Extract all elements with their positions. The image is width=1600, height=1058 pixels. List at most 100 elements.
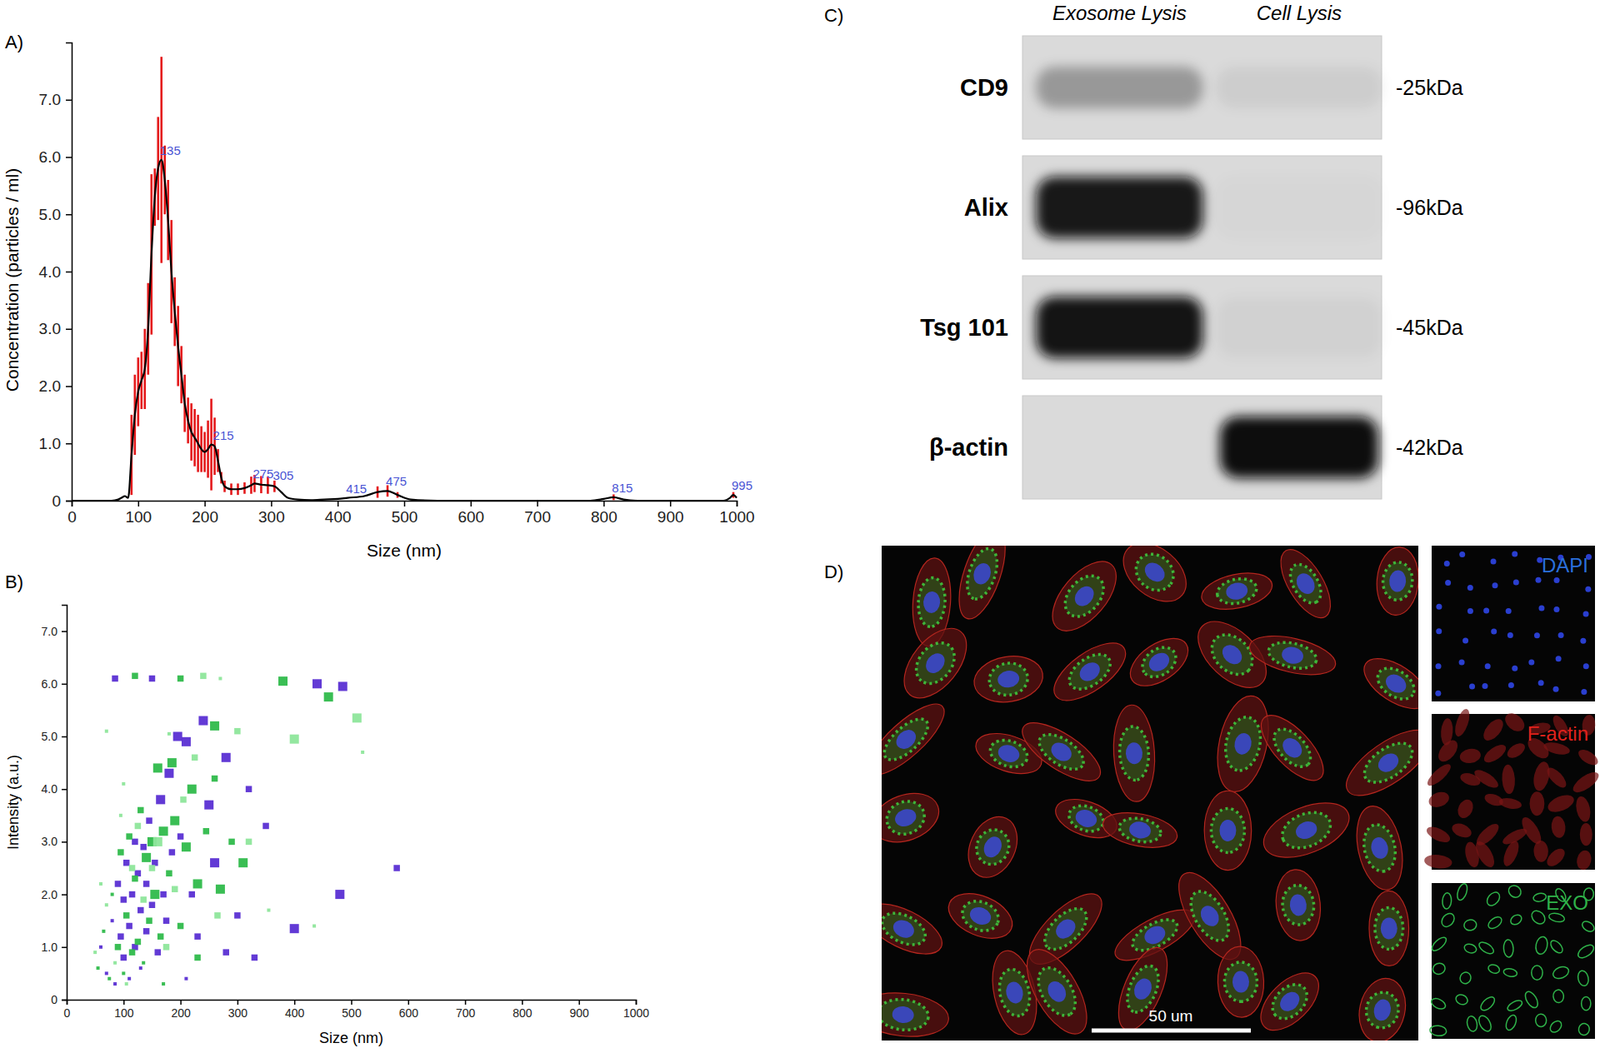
channel-background	[1431, 545, 1595, 702]
channel-spot	[1570, 769, 1600, 797]
x-axis-tick: 900	[657, 500, 685, 526]
x-axis-tick: 200	[170, 1000, 191, 1020]
cell-nucleus	[1219, 820, 1236, 842]
cell-exosome	[1183, 885, 1237, 947]
tick-label: 2.0	[41, 888, 59, 902]
y-axis-tick: 2.0	[41, 888, 67, 902]
peak-label: 135	[160, 143, 181, 158]
scatter-point	[153, 763, 163, 773]
cell-body	[950, 545, 1015, 625]
panel-a: A)0100200300400500600700800900100001.02.…	[2, 31, 755, 560]
tick-label: 700	[524, 508, 551, 526]
tick-label: 300	[228, 1006, 249, 1020]
channel-spot	[1528, 659, 1535, 665]
cell	[1209, 691, 1277, 798]
cell-nucleus	[980, 834, 1005, 861]
x-axis-tick: 100	[114, 1000, 135, 1020]
tick-label: 6.0	[41, 677, 59, 691]
channel-spot	[1551, 965, 1571, 981]
cell-exosome	[1280, 884, 1316, 927]
scatter-point	[266, 909, 270, 913]
scatter-point	[181, 842, 191, 852]
tick-label: 700	[455, 1006, 476, 1020]
tick-mark	[138, 500, 140, 507]
scatter-point	[214, 912, 221, 920]
tick-label: 5.0	[41, 730, 59, 744]
channel-spot	[1435, 690, 1441, 697]
channel-spot	[1585, 586, 1591, 593]
cell	[1353, 974, 1412, 1041]
scatter-point	[129, 949, 136, 956]
tick-mark	[65, 385, 72, 388]
panel-b: B)0100200300400500600700800900100001.02.…	[5, 571, 650, 1047]
scatter-point	[338, 681, 348, 691]
band	[1035, 176, 1203, 239]
scatter-point	[169, 849, 176, 856]
channel-spot	[1505, 608, 1512, 615]
cell	[959, 809, 1027, 886]
cell-body	[881, 785, 946, 851]
channel-spot	[1423, 853, 1453, 870]
channel-spot	[1509, 913, 1524, 927]
tick-label: 4.0	[39, 263, 61, 281]
channel-spot	[1477, 940, 1496, 956]
channel-spot	[1538, 680, 1545, 686]
tick-mark	[180, 1000, 182, 1005]
cell-body	[1336, 718, 1419, 808]
y-axis-tick: 7.0	[39, 90, 72, 109]
channel-spot	[1553, 686, 1560, 693]
channel-spot	[1501, 764, 1516, 795]
channel-spot	[1430, 996, 1448, 1012]
scatter-point	[251, 955, 259, 962]
cell-nucleus	[1369, 835, 1390, 861]
scatter-point	[200, 673, 207, 680]
row-label: Alix	[964, 194, 1009, 221]
tick-mark	[61, 684, 67, 686]
cell-exosome	[986, 735, 1031, 772]
cell	[1250, 705, 1334, 790]
cell-exosome	[1284, 559, 1328, 609]
x-axis-title: Size (nm)	[366, 540, 442, 560]
scatter-point	[149, 901, 156, 909]
x-axis-tick: 400	[325, 500, 352, 526]
tick-mark	[270, 500, 273, 507]
cell-body	[1255, 792, 1357, 870]
scatter-point	[161, 982, 165, 986]
scatter-point	[215, 885, 225, 895]
micrograph-background	[881, 545, 1419, 1041]
blot-membrane	[1022, 275, 1382, 380]
cell	[1198, 567, 1275, 615]
x-axis-tick: 500	[391, 500, 419, 526]
scatter-point	[160, 891, 167, 899]
scatter-point	[131, 673, 139, 680]
band	[1215, 296, 1383, 359]
scatter-point	[177, 923, 185, 930]
cell-body	[1369, 890, 1410, 966]
x-axis: 01002003004005006007008009001000	[64, 1000, 650, 1020]
cell-nucleus	[996, 669, 1021, 690]
tick-label: 900	[570, 1006, 590, 1020]
y-axis-tick: 2.0	[39, 377, 72, 395]
cell-exosome	[1375, 907, 1404, 950]
channel-spot	[1533, 840, 1549, 864]
tick-mark	[61, 789, 67, 791]
tick-mark	[61, 894, 67, 896]
tick-label: 4.0	[41, 782, 59, 796]
scatter-point	[110, 893, 115, 897]
scatter-point	[125, 982, 129, 986]
cell-exosome	[1276, 805, 1335, 855]
scatter-point	[137, 907, 145, 915]
x-axis-tick: 0	[64, 1000, 71, 1020]
x-axis-title: Size (nm)	[319, 1030, 384, 1047]
scatter-point	[278, 676, 288, 686]
cell-exosome	[1030, 961, 1083, 1022]
cell-exosome	[1033, 727, 1090, 776]
scatter-series	[93, 673, 365, 986]
channel-spot	[1511, 665, 1518, 672]
tick-mark	[65, 214, 72, 216]
cell-nucleus	[1145, 649, 1174, 675]
cell-nucleus	[892, 806, 919, 830]
channel-spot	[1555, 655, 1562, 662]
plot-area	[71, 56, 737, 501]
channel-spot	[1463, 919, 1478, 932]
